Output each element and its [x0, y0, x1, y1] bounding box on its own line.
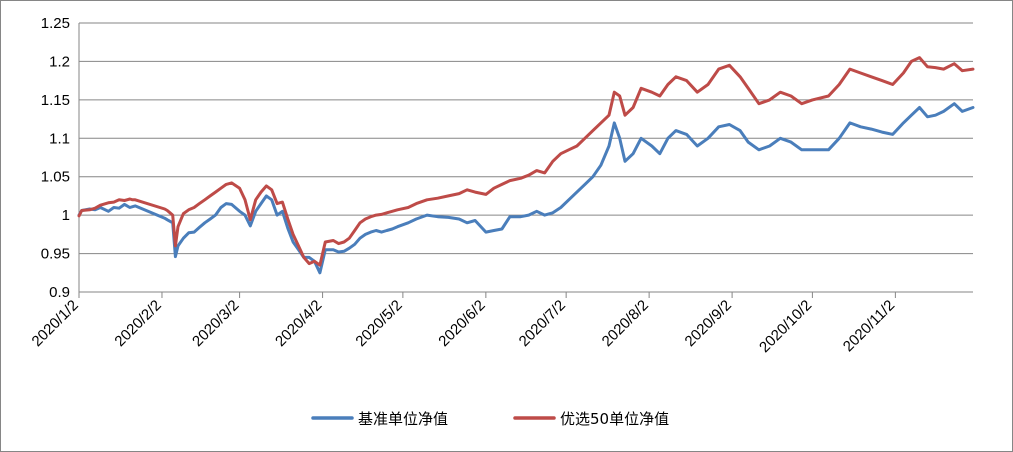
x-tick-label: 2020/10/2 — [756, 297, 815, 356]
series-line-baseline — [77, 102, 975, 275]
y-tick-label: 1 — [62, 207, 70, 224]
y-tick-label: 1.2 — [49, 53, 70, 70]
x-tick-label: 2020/5/2 — [352, 297, 405, 350]
x-tick-label: 2020/11/2 — [840, 297, 898, 355]
axes — [78, 23, 973, 298]
y-tick-label: 1.05 — [41, 169, 70, 186]
x-axis-tick-labels: 2020/1/2 2020/2/2 2020/3/2 2020/4/2 2020/5/2… — [29, 297, 899, 356]
legend: 基准单位净值 优选50单位净值 — [311, 410, 669, 428]
legend-label-select50: 优选50单位净值 — [560, 410, 669, 428]
y-tick-label: 0.9 — [49, 284, 70, 301]
x-tick-label: 2020/8/2 — [599, 297, 652, 350]
x-tick-label: 2020/7/2 — [516, 297, 569, 350]
y-tick-label: 1.25 — [41, 15, 70, 32]
x-tick-label: 2020/9/2 — [682, 297, 735, 350]
y-tick-label: 1.1 — [49, 130, 70, 147]
y-tick-label: 1.15 — [41, 92, 70, 109]
x-tick-label: 2020/1/2 — [29, 297, 82, 350]
x-tick-label: 2020/3/2 — [189, 297, 242, 350]
series-line-select50 — [77, 56, 975, 267]
x-tick-label: 2020/6/2 — [435, 297, 488, 350]
series-lines — [77, 56, 975, 275]
gridlines — [79, 22, 973, 255]
y-axis-tick-labels: 0.9 0.95 1 1.05 1.1 1.15 1.2 1.25 — [41, 15, 70, 301]
legend-label-baseline: 基准单位净值 — [358, 410, 448, 428]
y-tick-label: 0.95 — [41, 246, 70, 263]
x-tick-label: 2020/4/2 — [272, 297, 325, 350]
x-tick-label: 2020/2/2 — [111, 297, 164, 350]
